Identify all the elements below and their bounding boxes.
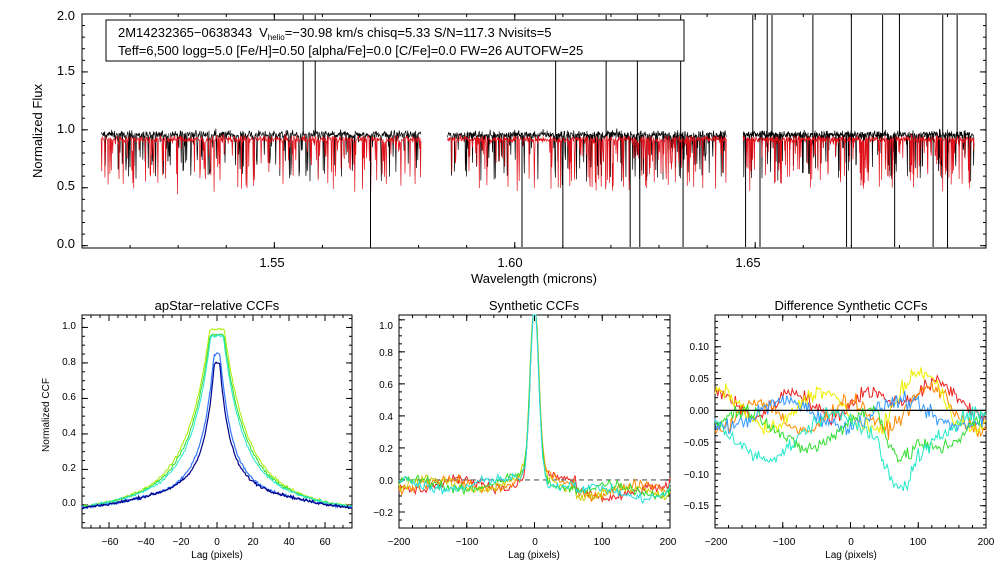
- diff-ccf-series-line: [714, 390, 987, 436]
- diff-ytick-label: −0.05: [684, 438, 710, 449]
- diff-xtick-label: 200: [978, 537, 995, 548]
- spectrum-info-line1: 2M14232365−0638343 Vhelio=−30.98 km/s chi…: [118, 25, 551, 42]
- synthetic-xlabel: Lag (pixels): [508, 550, 560, 561]
- apstar-ytick-label: 0.4: [62, 428, 76, 439]
- spectrum-info-line2: Teff=6,500 logg=5.0 [Fe/H]=0.50 [alpha/F…: [118, 43, 583, 58]
- synthetic-ytick-label: 0.2: [379, 444, 393, 455]
- synthetic-xtick-label: 100: [594, 537, 611, 548]
- apstar-xtick-label: −20: [173, 537, 190, 548]
- apstar-xtick-label: 60: [319, 537, 331, 548]
- apstar-xtick-label: 40: [283, 537, 295, 548]
- spectrum-ytick-label: 1.5: [57, 63, 75, 78]
- diff-ccf-title: Difference Synthetic CCFs: [775, 298, 928, 313]
- synthetic-ccf-series-line: [398, 314, 671, 502]
- star-id: 2M14232365−0638343: [118, 25, 252, 40]
- observed-spectrum-line: [742, 128, 975, 182]
- apstar-xtick-label: −40: [138, 537, 155, 548]
- synthetic-ytick-label: 0.4: [379, 412, 393, 423]
- diff-ccf-series-line: [714, 381, 987, 440]
- apstar-ytick-label: 0.2: [62, 463, 76, 474]
- velocity-symbol: V: [259, 25, 268, 40]
- synthetic-ytick-label: 0.6: [379, 380, 393, 391]
- diff-ytick-label: 0.10: [690, 342, 710, 353]
- synthetic-xtick-label: 0: [532, 537, 538, 548]
- apstar-ccf-series-line: [81, 333, 353, 508]
- apstar-ytick-label: 0.6: [62, 392, 76, 403]
- diff-ccf-series-line: [714, 404, 987, 463]
- spectrum-panel: 1.55 1.60 1.65 0.0 0.5 1.0 1.5 2.0 Wavel…: [30, 8, 987, 286]
- diff-ccf-lines: [714, 367, 987, 492]
- synthetic-ytick-label: 1.0: [379, 321, 393, 332]
- diff-ytick-label: −0.10: [684, 470, 710, 481]
- apstar-ccf-panel: apStar−relative CCFs −60 −40 −20 0 20 40…: [41, 298, 353, 561]
- spectrum-ytick-label: 0.5: [57, 178, 75, 193]
- synthetic-ccf-series-line: [398, 314, 671, 503]
- spectrum-xtick-label: 1.65: [735, 255, 760, 270]
- synthetic-ccf-panel: Synthetic CCFs −200 −100 0 100 200 −0.2 …: [373, 298, 677, 561]
- synthetic-ytick-label: 0.0: [379, 476, 393, 487]
- synthetic-xtick-label: −100: [456, 537, 479, 548]
- spectrum-frame: [81, 13, 987, 249]
- synthetic-ccf-series-line: [398, 314, 671, 505]
- synthetic-ccf-series-line: [398, 314, 671, 502]
- diff-xtick-label: 100: [910, 537, 927, 548]
- apstar-ccf-lines: [81, 327, 353, 510]
- apstar-xlabel: Lag (pixels): [191, 550, 243, 561]
- diff-ytick-label: 0.05: [690, 374, 710, 385]
- apstar-ccf-series-line: [81, 333, 353, 509]
- spectrum-info-box: [105, 19, 685, 62]
- synthetic-xtick-label: −200: [388, 537, 411, 548]
- apstar-ccf-series-line: [81, 352, 353, 510]
- apstar-ytick-label: 0.8: [62, 357, 76, 368]
- diff-xtick-label: −200: [705, 537, 728, 548]
- synthetic-spectrum-line: [447, 134, 727, 192]
- synthetic-ccf-ticks: [398, 315, 671, 528]
- apstar-xtick-label: 20: [247, 537, 259, 548]
- synthetic-xtick-label: 200: [660, 537, 677, 548]
- synthetic-ytick-label: 0.8: [379, 348, 393, 359]
- synthetic-spectrum-line: [742, 134, 975, 192]
- synthetic-ccf-series-line: [398, 314, 671, 501]
- spectrum-ytick-label: 0.0: [57, 236, 75, 251]
- spectrum-ytick-label: 1.0: [57, 121, 75, 136]
- spectrum-ytick-label: 2.0: [57, 8, 75, 23]
- apstar-xtick-label: 0: [214, 537, 220, 548]
- apstar-xtick-label: −60: [102, 537, 119, 548]
- spectrum-ticks: [81, 13, 986, 248]
- spectrum-ylabel: Normalized Flux: [30, 84, 45, 178]
- diff-xlabel: Lag (pixels): [825, 550, 877, 561]
- velocity-and-stats: =−30.98 km/s chisq=5.33 S/N=117.3 Nvisit…: [285, 25, 552, 40]
- diff-ccf-ticks: [714, 315, 987, 528]
- observed-spectrum-line: [100, 128, 422, 182]
- observed-spectrum-line: [447, 128, 727, 185]
- apstar-ccf-series-line: [81, 327, 353, 508]
- synthetic-spectrum-line: [100, 134, 422, 195]
- diff-ytick-label: −0.15: [684, 501, 710, 512]
- apstar-ytick-label: 0.0: [62, 498, 76, 509]
- apstar-ccf-frame: [81, 314, 353, 529]
- synthetic-ccf-title: Synthetic CCFs: [489, 298, 580, 313]
- synthetic-ytick-label: −0.2: [373, 508, 393, 519]
- spectrum-xlabel: Wavelength (microns): [471, 271, 597, 286]
- apstar-ccf-series-line: [81, 361, 352, 510]
- apstar-ytick-label: 1.0: [62, 321, 76, 332]
- spectrum-xtick-label: 1.55: [259, 255, 284, 270]
- diff-xtick-label: 0: [848, 537, 854, 548]
- apstar-ccf-ticks: [81, 315, 353, 528]
- diff-ccf-panel: Difference Synthetic CCFs −200 −100 0 10…: [684, 298, 995, 561]
- spectrum-xtick-label: 1.60: [497, 255, 522, 270]
- apstar-ccf-title: apStar−relative CCFs: [155, 298, 280, 313]
- diff-xtick-label: −100: [773, 537, 796, 548]
- apstar-ylabel: Normalized CCF: [41, 378, 52, 452]
- velocity-subscript: helio: [268, 33, 285, 42]
- synthetic-ccf-lines: [398, 314, 671, 505]
- diff-ccf-series-line: [714, 406, 987, 492]
- diff-ytick-label: 0.00: [690, 406, 710, 417]
